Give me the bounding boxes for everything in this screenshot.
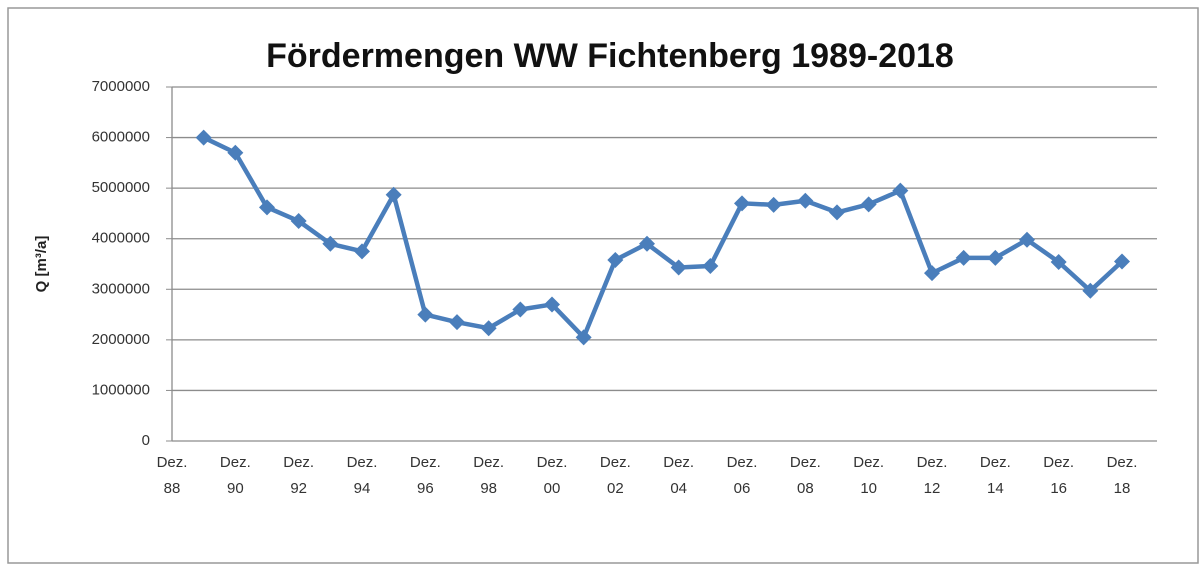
- data-marker: [892, 182, 909, 199]
- data-marker: [829, 204, 845, 221]
- data-marker: [734, 195, 750, 212]
- data-marker: [924, 265, 940, 282]
- x-tick-label: Dez. 98: [473, 454, 504, 497]
- x-tick-label: Dez. 04: [663, 454, 694, 497]
- data-marker: [955, 249, 972, 266]
- y-tick-label: 3000000: [92, 280, 150, 297]
- x-tick-label: Dez. 16: [1043, 454, 1074, 497]
- x-tick-label: Dez. 18: [1107, 454, 1138, 497]
- data-marker: [195, 129, 212, 146]
- data-marker: [1114, 253, 1130, 270]
- data-marker: [670, 259, 687, 276]
- data-marker: [322, 235, 339, 252]
- data-marker: [797, 192, 814, 209]
- x-tick-label: Dez. 92: [283, 454, 314, 497]
- y-tick-label: 0: [142, 432, 150, 449]
- data-marker: [607, 251, 624, 268]
- data-marker: [860, 196, 877, 213]
- x-tick-label: Dez. 06: [727, 454, 758, 497]
- data-marker: [480, 320, 497, 337]
- y-tick-label: 5000000: [92, 179, 150, 196]
- data-marker: [290, 213, 307, 230]
- data-marker: [544, 296, 560, 313]
- x-tick-label: Dez. 00: [537, 454, 568, 497]
- x-tick-label: Dez. 94: [347, 454, 378, 497]
- x-tick-label: Dez. 88: [157, 454, 188, 497]
- data-marker: [385, 186, 402, 203]
- data-marker: [417, 306, 434, 323]
- y-tick-label: 2000000: [92, 331, 150, 348]
- data-marker: [575, 329, 592, 346]
- data-marker: [1082, 282, 1099, 299]
- data-marker: [227, 144, 244, 161]
- y-tick-label: 4000000: [92, 230, 150, 247]
- data-marker: [639, 235, 655, 252]
- data-marker: [259, 199, 275, 216]
- data-marker: [449, 314, 465, 331]
- data-marker: [987, 249, 1004, 266]
- data-marker: [702, 258, 719, 275]
- data-marker: [765, 196, 782, 213]
- x-tick-label: Dez. 12: [917, 454, 948, 497]
- x-tick-label: Dez. 90: [220, 454, 251, 497]
- x-tick-label: Dez. 02: [600, 454, 631, 497]
- x-tick-label: Dez. 10: [853, 454, 884, 497]
- data-marker: [1050, 253, 1067, 270]
- x-tick-label: Dez. 14: [980, 454, 1011, 497]
- y-axis-label: Q [m³/a]: [33, 236, 50, 293]
- y-tick-label: 1000000: [92, 381, 150, 398]
- y-tick-label: 7000000: [92, 78, 150, 95]
- x-tick-label: Dez. 08: [790, 454, 821, 497]
- data-marker: [1019, 231, 1035, 248]
- chart-title: Fördermengen WW Fichtenberg 1989-2018: [266, 37, 954, 75]
- y-tick-label: 6000000: [92, 129, 150, 146]
- x-tick-label: Dez. 96: [410, 454, 441, 497]
- data-marker: [512, 301, 529, 318]
- data-marker: [354, 243, 370, 260]
